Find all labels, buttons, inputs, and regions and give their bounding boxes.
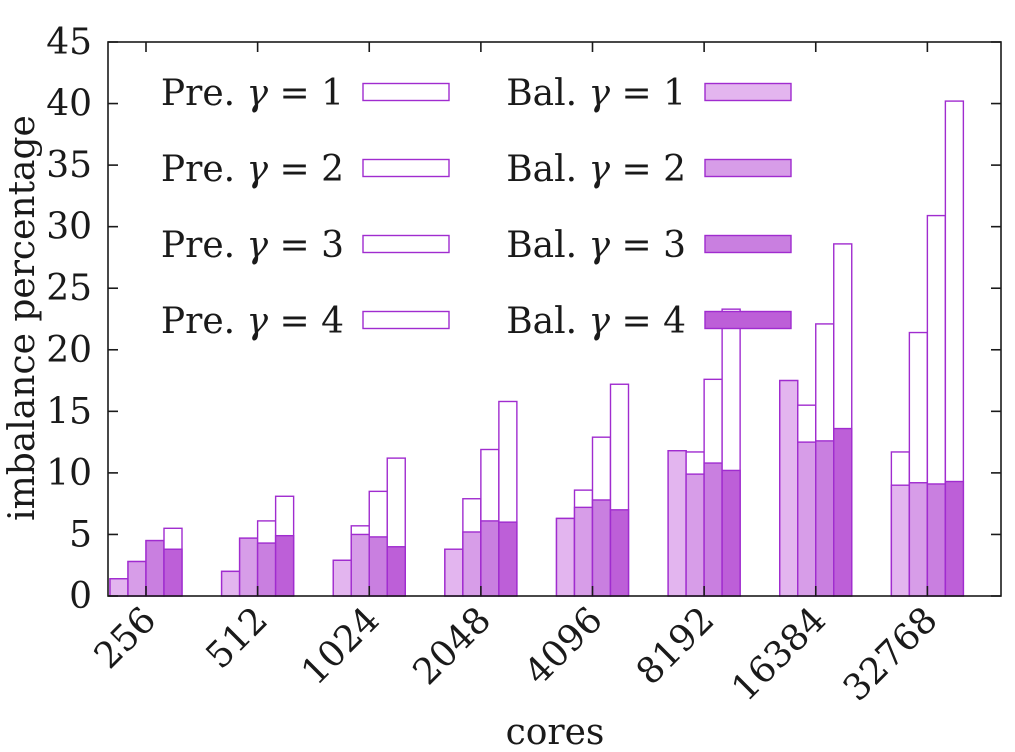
bar-bal-gamma4-16384 [833, 427, 853, 597]
y-tick-label: 10 [46, 453, 92, 494]
y-tick-label: 0 [69, 576, 92, 617]
bar-bal-gamma2-4096 [573, 506, 594, 597]
legend-entry-bal-gamma1: Bal. γ = 1 [506, 73, 792, 114]
x-axis-title: cores [506, 712, 605, 752]
x-tick-label-512: 512 [198, 599, 276, 677]
bar-bal-gamma1-16384 [779, 379, 799, 597]
axes-layer [107, 41, 1002, 597]
x-tick-label-1024: 1024 [294, 599, 388, 693]
legend-swatch [362, 82, 450, 102]
legend-swatch [362, 310, 450, 330]
legend-swatch [362, 234, 450, 254]
x-tick-label-32768: 32768 [836, 599, 946, 709]
y-tick-label: 20 [46, 330, 92, 371]
bar-bal-gamma2-512 [238, 537, 259, 597]
bar-bal-gamma3-4096 [591, 499, 612, 597]
legend-label: Bal. γ = 3 [506, 225, 686, 266]
legend-swatch [704, 158, 792, 178]
bar-bal-gamma1-256 [109, 578, 129, 597]
legend-label: Pre. γ = 3 [161, 225, 344, 266]
y-tick-label: 25 [46, 268, 92, 309]
y-tick-label: 30 [46, 207, 92, 248]
plot-frame [107, 41, 1002, 597]
bar-bal-gamma4-8192 [721, 469, 741, 597]
legend-swatch [704, 82, 792, 102]
bar-bal-gamma4-32768 [944, 480, 965, 597]
bar-bal-gamma2-256 [127, 560, 147, 597]
bar-bal-gamma2-1024 [350, 533, 370, 597]
x-tick-label-4096: 4096 [517, 599, 611, 693]
legend-swatch [704, 310, 792, 330]
legend-entry-pre-gamma4: Pre. γ = 4 [161, 301, 450, 342]
bar-bal-gamma1-8192 [667, 450, 687, 597]
legend-entry-bal-gamma4: Bal. γ = 4 [506, 301, 792, 342]
bar-bal-gamma4-1024 [386, 546, 406, 597]
legend-entry-pre-gamma2: Pre. γ = 2 [161, 149, 450, 190]
x-tick-label-16384: 16384 [724, 599, 834, 709]
bar-bal-gamma2-2048 [462, 531, 482, 597]
bar-bal-gamma1-1024 [332, 559, 352, 597]
bar-bal-gamma4-256 [163, 548, 183, 597]
y-axis-title: imbalance percentage [2, 115, 43, 521]
bar-bal-gamma3-2048 [480, 520, 500, 597]
bar-bal-gamma1-4096 [555, 517, 576, 597]
bar-bal-gamma3-512 [256, 542, 277, 597]
bar-bal-gamma4-4096 [609, 509, 630, 597]
bar-bal-gamma2-32768 [908, 482, 929, 597]
bar-bal-gamma1-32768 [890, 484, 911, 597]
legend: Pre. γ = 1 Bal. γ = 1 Pre. γ = 2 Bal. γ = 2… [161, 73, 792, 342]
legend-entry-bal-gamma2: Bal. γ = 2 [506, 149, 792, 190]
bar-bal-gamma1-2048 [444, 548, 464, 597]
legend-entry-bal-gamma3: Bal. γ = 3 [506, 225, 792, 266]
bar-bal-gamma4-2048 [498, 521, 518, 597]
y-tick-label: 45 [46, 22, 92, 63]
bar-bal-gamma3-256 [145, 539, 165, 597]
legend-label: Pre. γ = 2 [161, 149, 344, 190]
y-tick-label: 35 [46, 145, 92, 186]
x-tick-label-8192: 8192 [629, 599, 723, 693]
legend-entry-pre-gamma3: Pre. γ = 3 [161, 225, 450, 266]
bar-bal-gamma2-8192 [685, 473, 705, 597]
y-tick-label: 5 [69, 514, 92, 555]
bar-bal-gamma3-1024 [368, 536, 388, 597]
legend-label: Pre. γ = 4 [161, 301, 344, 342]
bar-bal-gamma2-16384 [797, 441, 817, 597]
y-tick-label: 40 [46, 84, 92, 125]
legend-entry-pre-gamma1: Pre. γ = 1 [161, 73, 450, 114]
bar-bal-gamma3-8192 [703, 462, 723, 597]
legend-swatch [704, 234, 792, 254]
legend-label: Pre. γ = 1 [161, 73, 344, 114]
x-tick-label-256: 256 [87, 599, 165, 677]
bar-bal-gamma3-32768 [926, 483, 947, 597]
legend-label: Bal. γ = 1 [506, 73, 686, 114]
ticks-layer: 0 5 10 15 20 25 30 35 40 45 256 512 1024 2048 4096 8192… [46, 22, 1001, 709]
bar-bal-gamma1-512 [220, 570, 241, 597]
legend-label: Bal. γ = 4 [506, 301, 686, 342]
x-tick-label-2048: 2048 [405, 599, 499, 693]
bar-bal-gamma4-512 [274, 534, 295, 597]
legend-label: Bal. γ = 2 [506, 149, 686, 190]
y-tick-label: 15 [46, 391, 92, 432]
legend-swatch [362, 158, 450, 178]
bar-bal-gamma3-16384 [815, 440, 835, 597]
